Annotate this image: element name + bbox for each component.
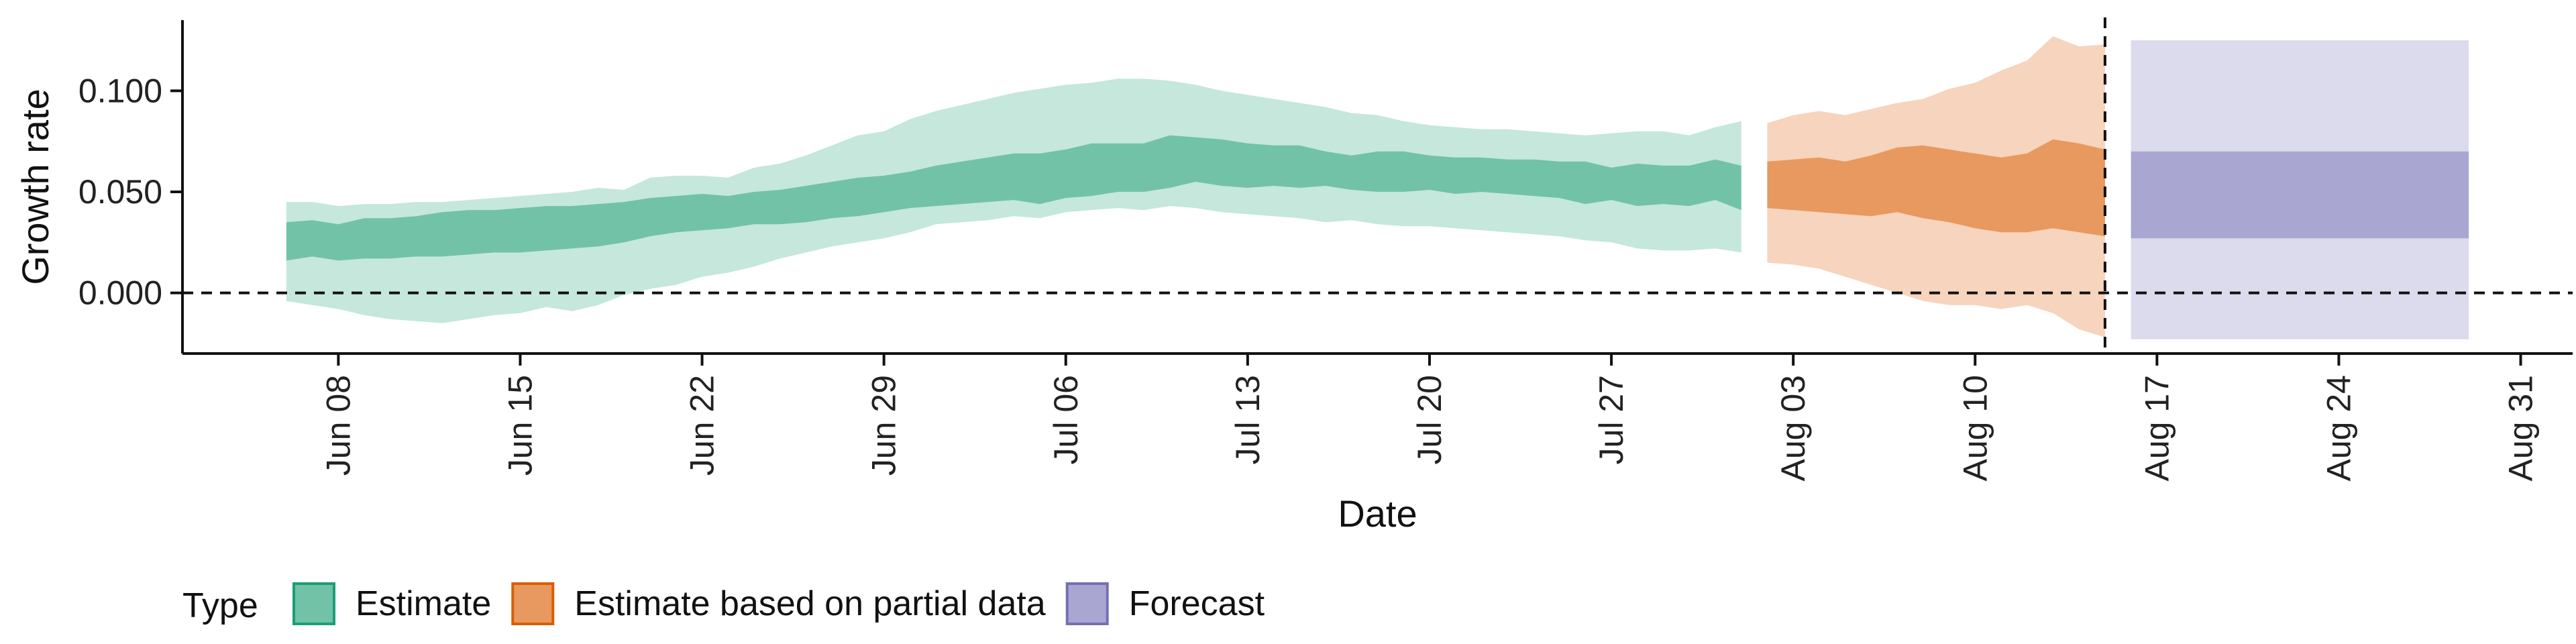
legend-label: Forecast xyxy=(1129,584,1265,623)
x-tick-label: Jun 29 xyxy=(865,375,903,476)
x-tick-label: Jun 22 xyxy=(684,375,721,476)
x-tick-label: Jul 20 xyxy=(1411,375,1448,464)
x-axis-title: Date xyxy=(1338,492,1417,535)
y-tick-label: 0.050 xyxy=(78,173,162,211)
x-tick-label: Jul 06 xyxy=(1047,375,1085,464)
legend-label: Estimate based on partial data xyxy=(574,584,1046,623)
x-axis-ticks: Jun 08 Jun 15 Jun 22 Jun 29 Jul 06 Jul 13 Jul … xyxy=(319,354,2540,481)
x-tick-label: Aug 03 xyxy=(1774,375,1812,481)
band-inner-series-2 xyxy=(2131,151,2469,239)
x-tick-label: Jun 08 xyxy=(319,375,357,476)
band-outer-series-0 xyxy=(286,78,1741,323)
x-tick-label: Jul 27 xyxy=(1593,375,1630,464)
x-tick-label: Aug 24 xyxy=(2320,375,2357,481)
x-tick-label: Aug 31 xyxy=(2502,375,2540,481)
legend-title: Type xyxy=(182,586,258,625)
y-axis-ticks: 0.000 0.050 0.100 xyxy=(78,72,182,312)
y-tick-label: 0.000 xyxy=(78,274,162,312)
legend-swatch xyxy=(511,582,555,625)
axes xyxy=(181,20,2573,355)
x-tick-label: Aug 10 xyxy=(1956,375,1994,481)
legend: Type Estimate Estimate based on partial d… xyxy=(182,582,1265,625)
x-tick-label: Aug 17 xyxy=(2138,375,2176,481)
band-layer xyxy=(286,36,2469,339)
reference-lines xyxy=(182,17,2573,354)
legend-label: Estimate xyxy=(356,584,491,623)
x-tick-label: Jul 13 xyxy=(1229,375,1267,464)
legend-swatch xyxy=(1065,582,1109,625)
y-axis-title: Growth rate xyxy=(14,89,56,285)
y-tick-label: 0.100 xyxy=(78,72,162,109)
band-inner-series-1 xyxy=(1767,139,2105,237)
legend-swatch xyxy=(292,582,335,625)
band-inner-series-0 xyxy=(286,135,1741,261)
x-tick-label: Jun 15 xyxy=(501,375,539,476)
